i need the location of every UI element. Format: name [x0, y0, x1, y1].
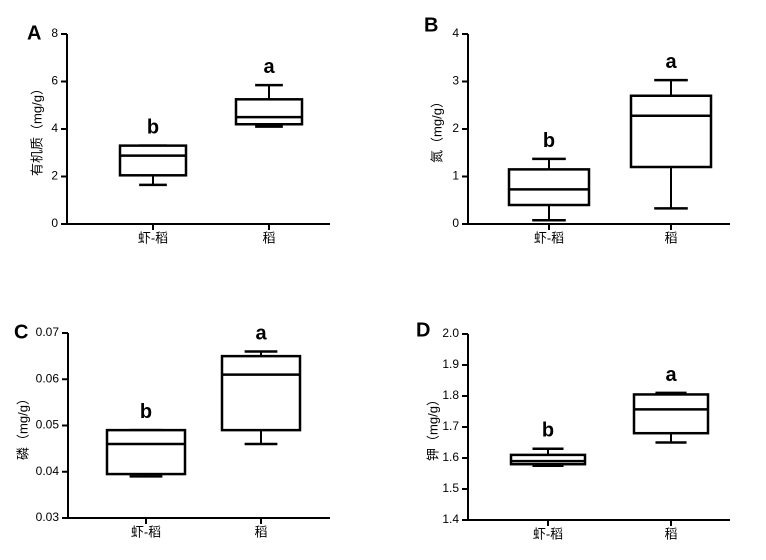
y-tick-label: 0	[452, 216, 459, 230]
iqr-box	[632, 393, 710, 435]
significance-label: a	[665, 51, 677, 73]
panel-letter: B	[424, 14, 438, 36]
x-category-label: 稻	[262, 230, 275, 245]
significance-label: b	[147, 117, 159, 139]
y-tick-label: 1.9	[442, 357, 459, 371]
panel-letter: A	[27, 22, 41, 44]
y-tick-label: 0	[51, 216, 58, 230]
panel-c: C 0.03 0.04 0.05 0.06 0.07 磷（mg/g） b 虾-稻 a 稻	[14, 321, 330, 539]
significance-label: a	[665, 364, 677, 386]
x-category-label: 稻	[664, 526, 677, 541]
box-rice: a	[629, 51, 713, 210]
iqr-box	[629, 94, 713, 169]
iqr-box	[234, 98, 304, 126]
y-tick-label: 0.03	[36, 510, 60, 524]
x-category-label: 虾-稻	[534, 230, 564, 245]
y-axis-title: 氮（mg/g）	[429, 95, 444, 163]
x-category-label: 虾-稻	[131, 524, 161, 539]
y-tick-label: 0.07	[36, 325, 60, 339]
iqr-box	[105, 428, 187, 476]
iqr-box	[220, 354, 302, 432]
significance-label: a	[263, 56, 275, 78]
x-category-label: 稻	[254, 524, 267, 539]
y-tick-label: 4	[51, 121, 58, 135]
y-tick-label: 0.05	[36, 418, 60, 432]
y-tick-label: 1.7	[442, 419, 459, 433]
significance-label: b	[542, 420, 554, 442]
y-tick-label: 4	[452, 26, 459, 40]
y-tick-label: 6	[51, 74, 58, 88]
box-rice: a	[234, 56, 304, 128]
y-tick-label: 2.0	[442, 326, 459, 340]
significance-label: b	[543, 130, 555, 152]
panel-b: B 0 1 2 3 4 氮（mg/g） b 虾-稻 a 稻	[424, 14, 730, 245]
y-tick-label: 0.06	[36, 371, 60, 385]
iqr-box	[507, 168, 591, 207]
box-shrimp-rice: b	[509, 420, 587, 467]
box-shrimp-rice: b	[507, 130, 591, 222]
y-tick-label: 1.4	[442, 512, 459, 526]
box-rice: a	[220, 323, 302, 446]
x-category-label: 虾-稻	[138, 230, 168, 245]
panel-letter: C	[14, 321, 28, 343]
y-tick-label: 3	[452, 74, 459, 88]
box-shrimp-rice: b	[118, 117, 188, 187]
iqr-box	[118, 144, 188, 177]
x-category-label: 稻	[664, 230, 677, 245]
y-tick-label: 1.8	[442, 388, 459, 402]
y-axis-title: 磷（mg/g）	[15, 392, 30, 460]
y-tick-label: 2	[452, 121, 459, 135]
x-category-label: 虾-稻	[533, 526, 563, 541]
box-shrimp-rice: b	[105, 401, 187, 478]
box-rice: a	[632, 364, 710, 444]
significance-label: a	[255, 323, 267, 345]
y-tick-label: 1	[452, 169, 459, 183]
iqr-box	[509, 453, 587, 466]
y-axis-title: 钾（mg/g）	[425, 393, 440, 461]
y-tick-label: 2	[51, 169, 58, 183]
significance-label: b	[140, 401, 152, 423]
panel-a: A 0 2 4 6 8 有机质（mg/g） b 虾-稻 a 稻	[27, 22, 330, 245]
panel-letter: D	[416, 319, 430, 341]
y-tick-label: 8	[51, 26, 58, 40]
y-axis-title: 有机质（mg/g）	[29, 82, 44, 176]
y-tick-label: 1.6	[442, 450, 459, 464]
y-tick-label: 1.5	[442, 481, 459, 495]
y-tick-label: 0.04	[36, 464, 60, 478]
panel-d: D 1.4 1.5 1.6 1.7 1.8 1.9 2.0 钾（mg/g） b 虾-稻 a 稻	[416, 319, 730, 541]
